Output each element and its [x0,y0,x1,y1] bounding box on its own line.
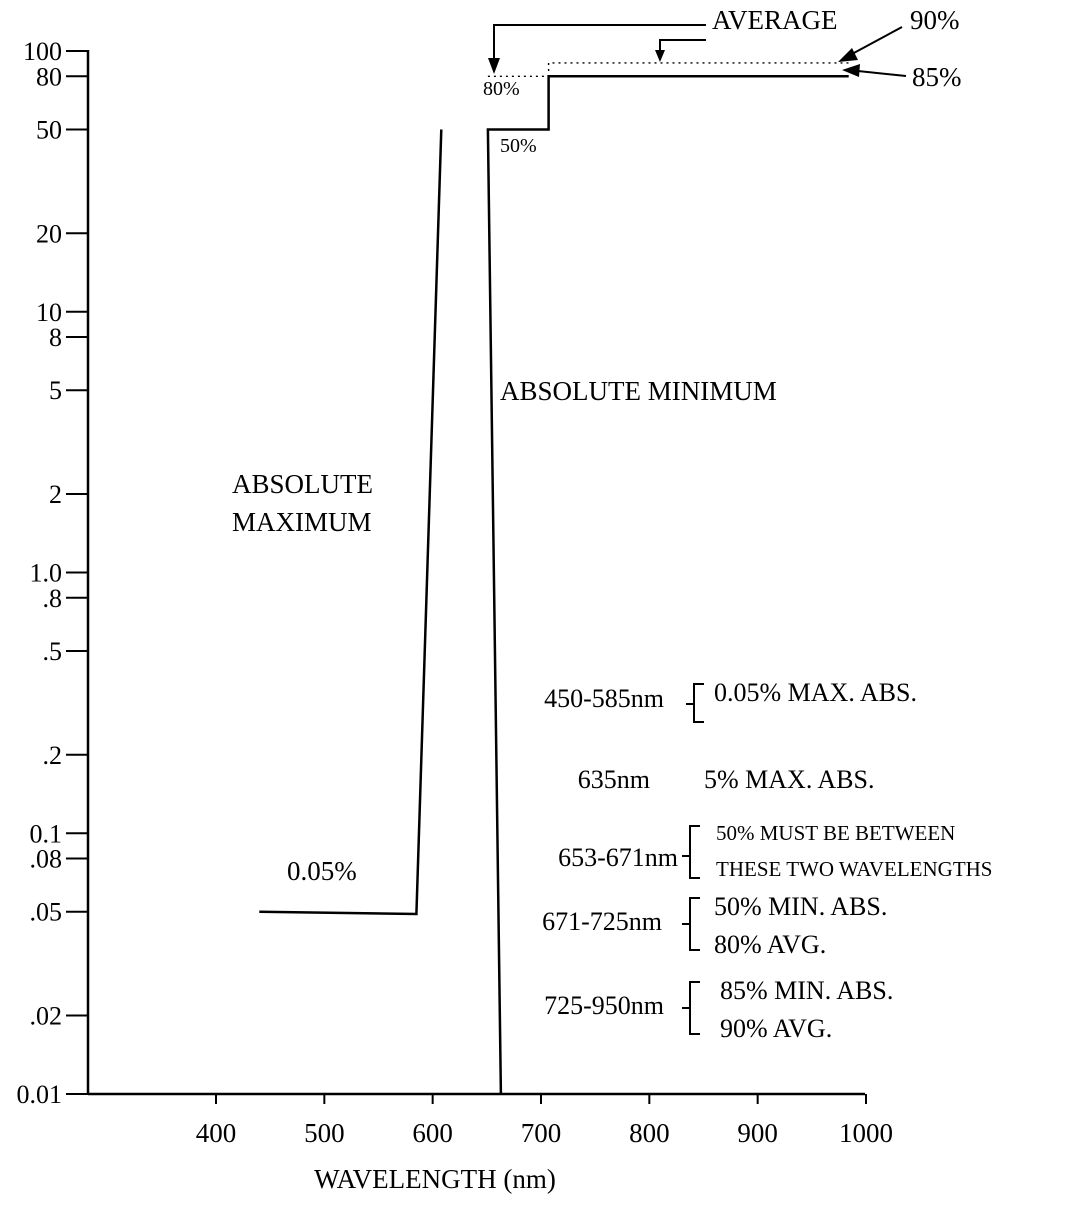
legend-text-671-725-line1: 50% MIN. ABS. [714,892,887,921]
legend-text-450-585: 0.05% MAX. ABS. [714,678,917,707]
average-callout-arrows [493,24,706,62]
x-tick-label: 1000 [839,1118,893,1148]
label-absolute-minimum: ABSOLUTE MINIMUM [500,376,777,406]
y-tick-label: 50 [36,115,62,144]
y-tick-label: .05 [30,898,63,927]
x-axis-ticks: 400 500 600 700 800 900 1000 [196,1094,893,1148]
label-50-percent: 50% [500,135,537,157]
series-layer [259,62,849,1095]
legend-range-635: 635nm [578,765,650,794]
series-line-max [259,129,443,916]
arrow-head-80 [488,58,500,74]
legend-bracket-653-671 [682,825,700,879]
legend-text-725-950-line2: 90% AVG. [720,1014,832,1043]
label-90-percent: 90% [910,5,960,35]
y-tick-label: 2 [49,480,62,509]
label-80-percent: 80% [483,78,520,100]
legend-range-450-585: 450-585nm [544,684,664,713]
x-tick-label: 700 [521,1118,562,1148]
y-tick-label: .02 [30,1002,63,1031]
y-tick-label: 1.0 [30,559,63,588]
y-tick-label: 100 [23,37,62,66]
y-tick-label: .08 [30,845,63,874]
label-absolute-maximum-line2: MAXIMUM [232,507,372,537]
x-tick-label: 800 [629,1118,670,1148]
y-tick-label: 0.1 [30,819,63,848]
y-tick-label: .2 [43,741,63,770]
legend-bracket-725-950 [682,981,700,1035]
x-tick-label: 900 [737,1118,778,1148]
y-tick-label: .8 [43,584,63,613]
legend-text-671-725-line2: 80% AVG. [714,930,826,959]
series-line-avg [487,62,849,78]
x-tick-label: 500 [304,1118,345,1148]
y-tick-label: .5 [43,637,63,666]
legend-range-725-950: 725-950nm [544,991,664,1020]
series-line-min [486,75,849,1095]
pointer-90-head [838,48,858,62]
y-tick-label: 20 [36,219,62,248]
legend-text-725-950-line1: 85% MIN. ABS. [720,976,893,1005]
legend-text-653-671-line1: 50% MUST BE BETWEEN [716,821,955,845]
x-axis-title: WAVELENGTH (nm) [314,1164,556,1194]
label-average: AVERAGE [712,5,838,35]
y-tick-label: 5 [49,376,62,405]
y-tick-label: 80 [36,62,62,91]
arrow-head-average [655,50,665,62]
label-85-percent: 85% [912,62,962,92]
y-tick-label: 10 [36,298,62,327]
legend-range-671-725: 671-725nm [542,907,662,936]
y-tick-label: 0.01 [17,1080,63,1109]
y-tick-label: 8 [49,323,62,352]
legend-text-653-671-line2: THESE TWO WAVELENGTHS [716,857,993,881]
pointer-85-head [842,64,860,77]
pointer-90-line [851,26,903,55]
legend-text-635: 5% MAX. ABS. [704,765,874,794]
legend: 450-585nm 0.05% MAX. ABS. 635nm 5% MAX. … [542,678,992,1043]
pointer-85-line [857,70,907,77]
legend-bracket-671-725 [682,897,700,951]
x-tick-label: 600 [412,1118,453,1148]
x-tick-label: 400 [196,1118,237,1148]
label-absolute-maximum-line1: ABSOLUTE [232,469,373,499]
legend-range-653-671: 653-671nm [558,843,678,872]
legend-bracket-450-585 [686,683,704,723]
label-0.05-percent: 0.05% [287,856,357,886]
